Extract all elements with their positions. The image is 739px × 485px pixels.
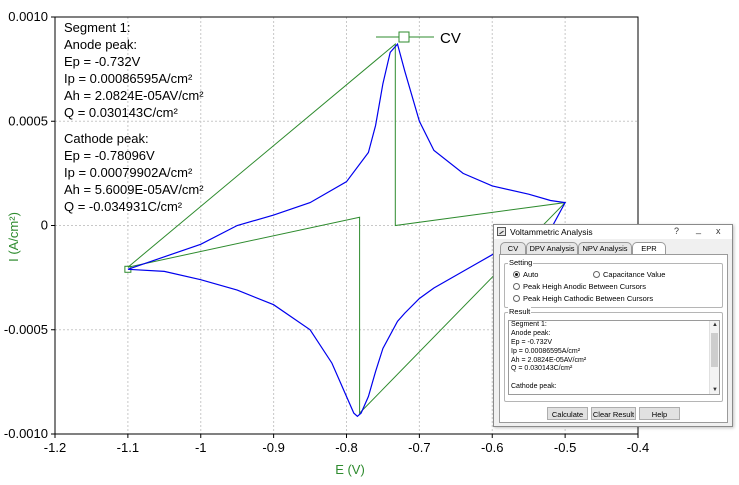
radio-selected-icon <box>513 271 520 278</box>
minimize-icon[interactable]: _ <box>696 224 702 234</box>
result-group: Result Segment 1: Anode peak: Ep = -0.73… <box>504 307 723 402</box>
annotation-anode-ip: Ip = 0.00086595A/cm² <box>64 71 193 86</box>
option-peak-anodic-label: Peak Heigh Anodic Between Cursors <box>523 282 646 291</box>
result-line: Anode peak: <box>511 329 551 337</box>
result-scrollbar[interactable]: ▲ ▼ <box>709 321 719 394</box>
calculate-button[interactable]: Calculate <box>547 407 588 420</box>
scroll-down-icon[interactable]: ▼ <box>712 387 718 393</box>
result-line <box>509 374 719 383</box>
y-tick-labels: -0.0010 -0.0005 0 0.0005 0.0010 <box>4 9 48 441</box>
annotation-cathode-ep: Ep = -0.78096V <box>64 148 155 163</box>
clear-result-button[interactable]: Clear Result <box>591 407 636 420</box>
annotation-cathode-title: Cathode peak: <box>64 131 149 146</box>
dialog-titlebar[interactable]: Voltammetric Analysis ? _ x <box>494 224 732 239</box>
annotation-anode-q: Q = 0.030143C/cm² <box>64 105 178 120</box>
chart-legend: CV <box>376 30 461 47</box>
legend-marker <box>398 31 410 43</box>
option-peak-cathodic[interactable]: Peak Heigh Cathodic Between Cursors <box>513 294 653 303</box>
y-tick-label: -0.0005 <box>4 322 48 337</box>
help-button[interactable]: Help <box>639 407 680 420</box>
annotation-cathode-ah: Ah = 5.6009E-05AV/cm² <box>64 182 204 197</box>
y-axis-label: I (A/cm²) <box>6 212 21 262</box>
app-chart-icon <box>497 227 506 236</box>
setting-group-label: Setting <box>508 258 534 267</box>
result-line: Cathode peak: <box>511 383 557 391</box>
radio-icon <box>513 295 520 302</box>
x-tick-label: -0.8 <box>335 440 357 455</box>
annotation-anode-ep: Ep = -0.732V <box>64 54 141 69</box>
voltammetric-analysis-dialog: Voltammetric Analysis ? _ x CV DPV Analy… <box>493 224 733 427</box>
x-tick-label: -0.6 <box>481 440 503 455</box>
scroll-thumb[interactable] <box>711 333 718 367</box>
legend-label: CV <box>440 30 461 47</box>
annotation-segment: Segment 1: <box>64 20 131 35</box>
radio-icon <box>593 271 600 278</box>
help-icon[interactable]: ? <box>674 226 680 236</box>
setting-group: Setting Auto Capacitance Value Peak Heig… <box>504 258 723 308</box>
x-tick-label: -0.7 <box>408 440 430 455</box>
result-textarea[interactable]: Segment 1: Anode peak: Ep = -0.732V Ip =… <box>508 320 720 395</box>
option-auto-label: Auto <box>523 270 539 279</box>
result-line: Ah = 2.0824E-05AV/cm² <box>511 356 587 364</box>
option-auto[interactable]: Auto <box>513 270 538 279</box>
y-tick-label: -0.0010 <box>4 426 48 441</box>
result-line: Q = 0.030143C/cm² <box>511 365 573 373</box>
result-line: Ep = -0.732V <box>511 338 553 346</box>
y-tick-label: 0.0005 <box>8 113 48 128</box>
dialog-title: Voltammetric Analysis <box>510 227 593 237</box>
option-capacitance-value[interactable]: Capacitance Value <box>593 270 665 279</box>
x-tick-labels: -1.2 -1.1 -1 -0.9 -0.8 -0.7 -0.6 -0.5 -0.4 <box>44 440 649 455</box>
close-icon[interactable]: x <box>716 226 721 236</box>
annotation-cathode-ip: Ip = 0.00079902A/cm² <box>64 165 193 180</box>
x-tick-label: -0.9 <box>262 440 284 455</box>
result-group-label: Result <box>508 307 532 316</box>
result-line: Segment 1: <box>511 321 547 328</box>
result-line: Ip = 0.00086595A/cm² <box>511 347 581 355</box>
tab-panel: Setting Auto Capacitance Value Peak Heig… <box>499 254 728 423</box>
annotation-anode-title: Anode peak: <box>64 37 138 52</box>
y-tick-label: 0.0010 <box>8 9 48 24</box>
tab-epr[interactable]: EPR <box>632 242 666 255</box>
x-tick-label: -1.2 <box>44 440 66 455</box>
scroll-up-icon[interactable]: ▲ <box>712 322 718 328</box>
x-axis-label: E (V) <box>335 462 365 477</box>
y-tick-label: 0 <box>41 218 48 233</box>
option-capacitance-label: Capacitance Value <box>603 270 666 279</box>
radio-icon <box>513 283 520 290</box>
x-tick-label: -1.1 <box>117 440 139 455</box>
x-tick-label: -0.4 <box>627 440 649 455</box>
option-peak-anodic[interactable]: Peak Heigh Anodic Between Cursors <box>513 282 646 291</box>
x-tick-label: -0.5 <box>554 440 576 455</box>
annotation-anode-ah: Ah = 2.0824E-05AV/cm² <box>64 88 204 103</box>
x-tick-label: -1 <box>195 440 207 455</box>
annotation-cathode-q: Q = -0.034931C/cm² <box>64 199 183 214</box>
option-peak-cathodic-label: Peak Heigh Cathodic Between Cursors <box>523 294 654 303</box>
